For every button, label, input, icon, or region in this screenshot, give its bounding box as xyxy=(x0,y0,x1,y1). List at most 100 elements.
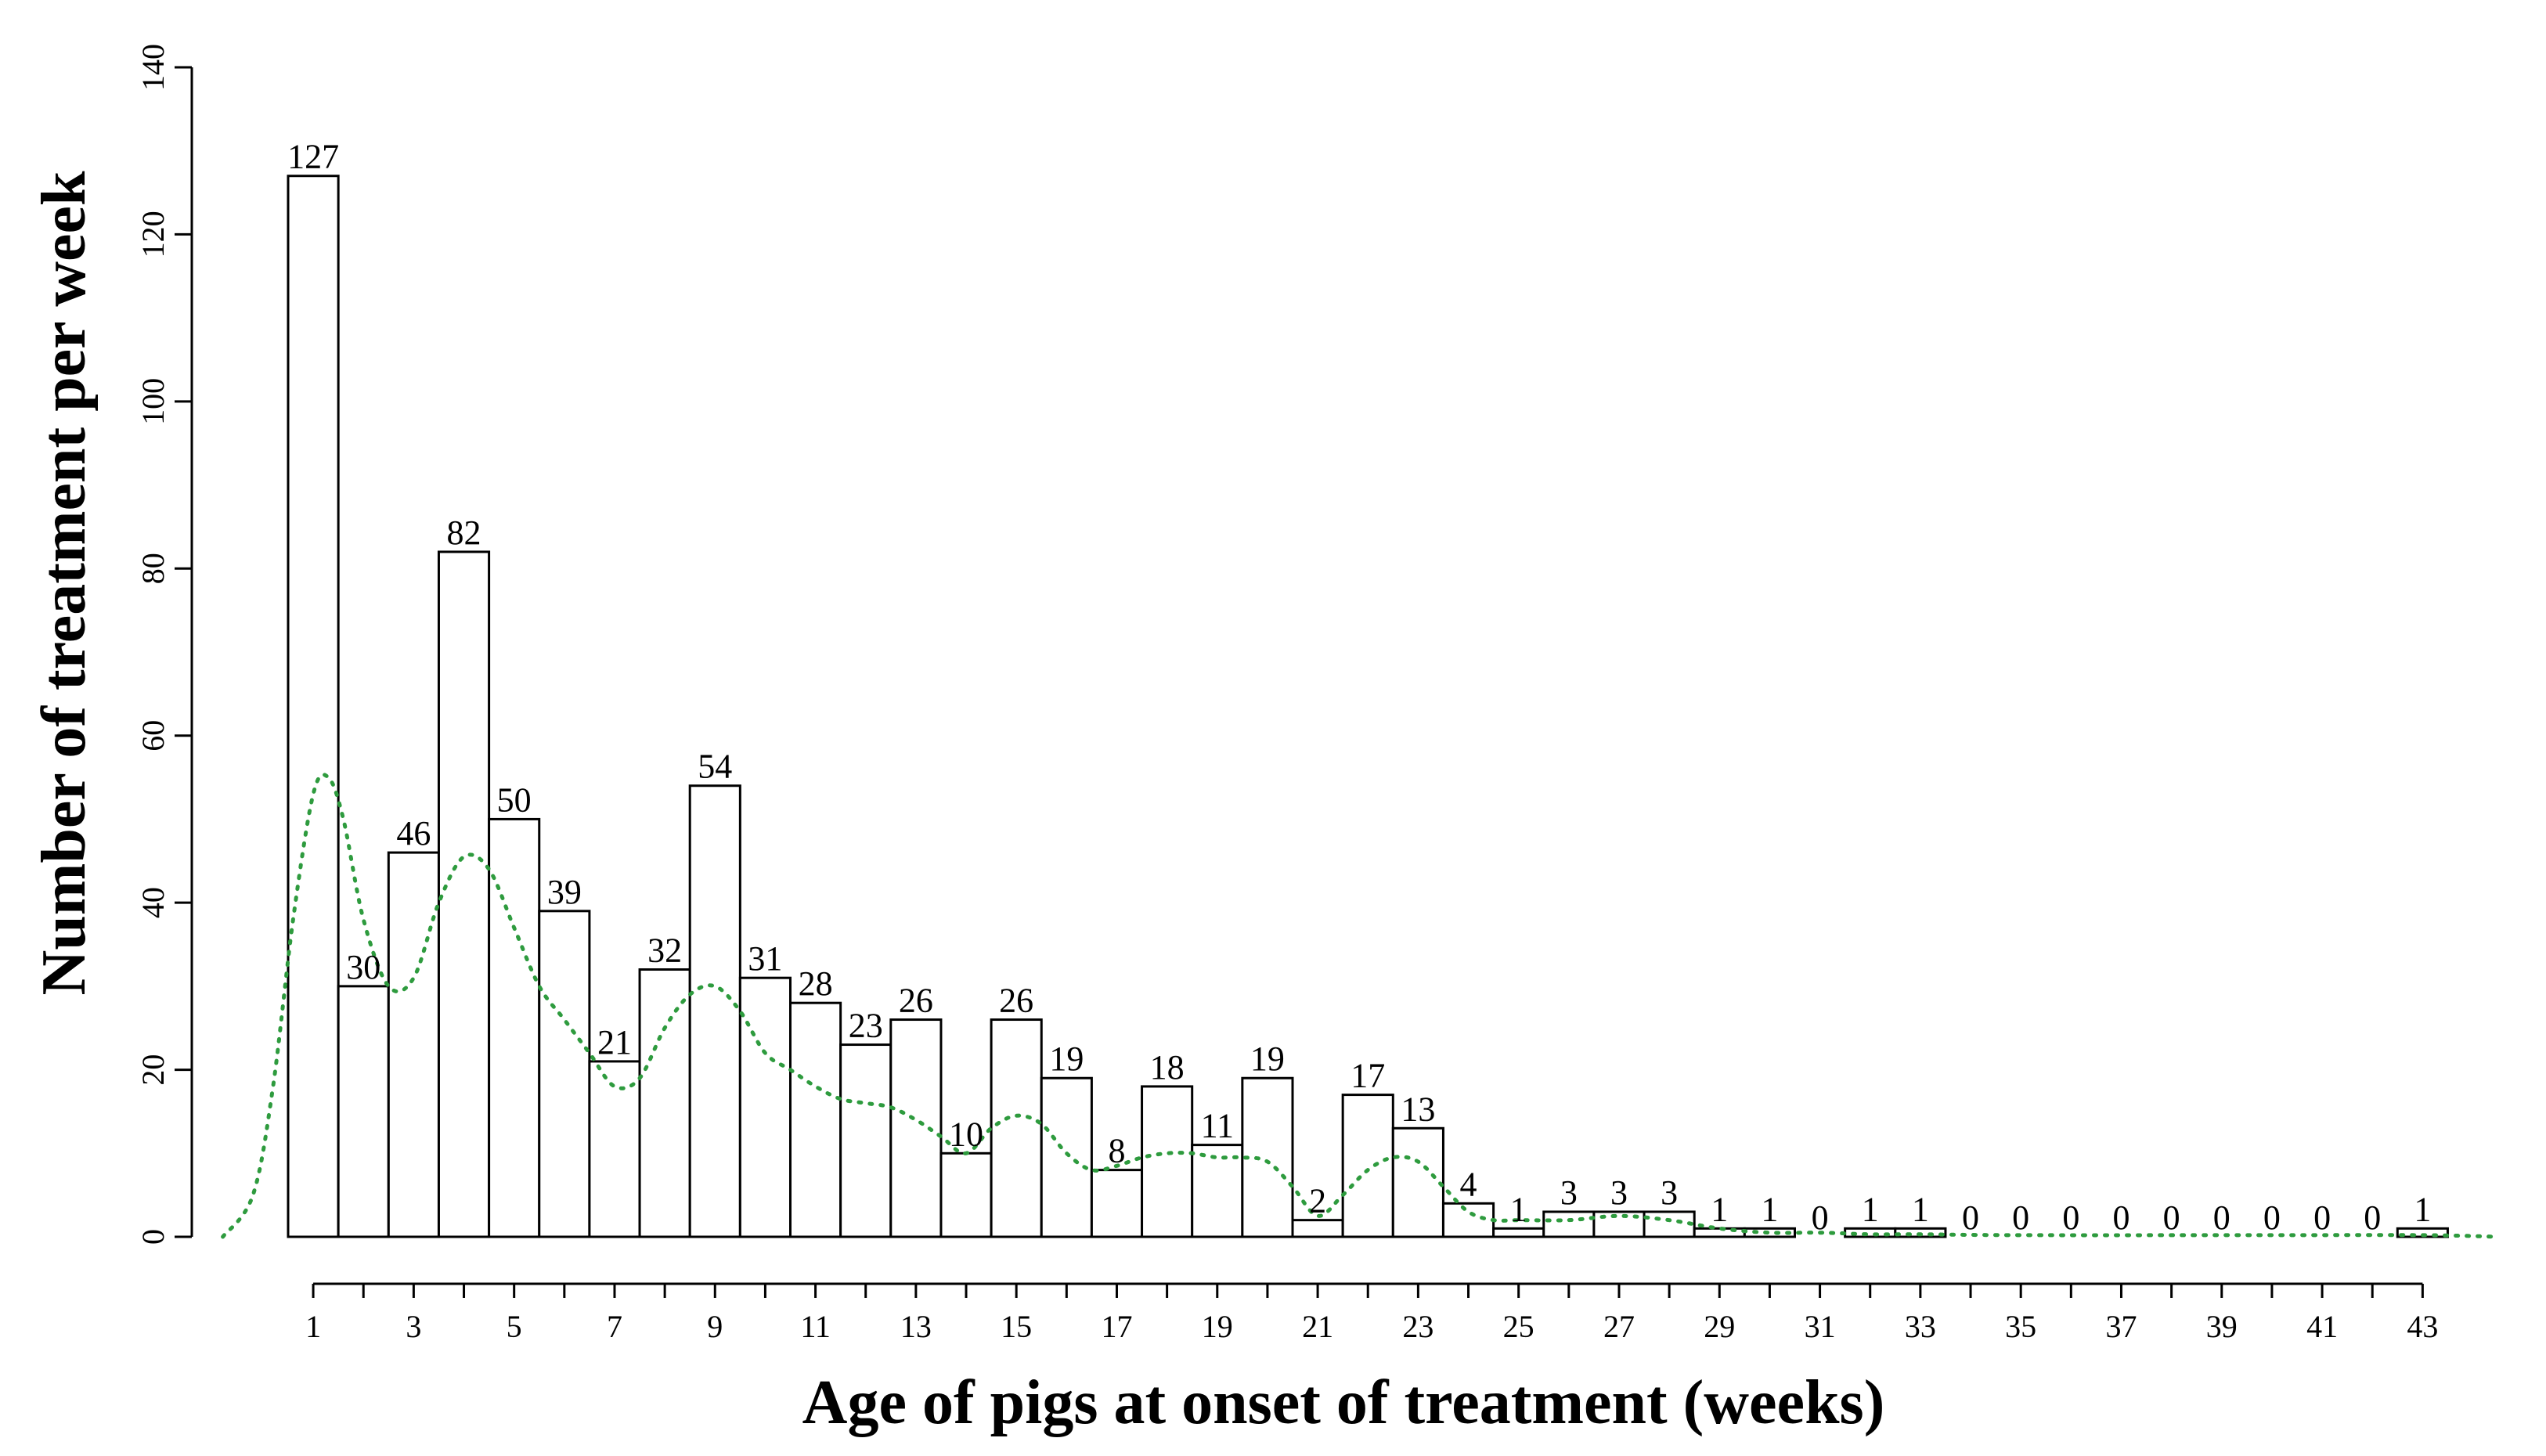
value-label-week-38: 0 xyxy=(2163,1198,2180,1237)
value-label-week-25: 1 xyxy=(1510,1190,1527,1228)
y-tick-label-40: 40 xyxy=(135,887,171,918)
value-label-week-8: 32 xyxy=(647,932,682,970)
x-tick-label-25: 25 xyxy=(1503,1309,1534,1344)
value-label-week-12: 23 xyxy=(849,1007,883,1045)
y-tick-label-20: 20 xyxy=(135,1054,171,1086)
x-tick-label-11: 11 xyxy=(800,1309,831,1344)
bar-week-25 xyxy=(1492,1227,1545,1238)
bar-week-11 xyxy=(789,1001,842,1238)
y-tick-label-0: 0 xyxy=(135,1229,171,1245)
bar-week-1 xyxy=(287,175,340,1238)
value-label-week-20: 19 xyxy=(1250,1040,1285,1078)
x-tick-label-41: 41 xyxy=(2306,1309,2338,1344)
value-label-week-39: 0 xyxy=(2213,1198,2230,1237)
density-trend-line xyxy=(221,773,2501,1239)
value-label-week-33: 1 xyxy=(1912,1190,1929,1228)
bar-week-4 xyxy=(437,550,491,1238)
y-axis-title: Number of treatment per week xyxy=(30,171,99,996)
bar-week-22 xyxy=(1341,1094,1394,1238)
x-tick-label-39: 39 xyxy=(2206,1309,2238,1344)
value-label-week-10: 31 xyxy=(748,939,782,978)
value-label-week-28: 3 xyxy=(1661,1173,1678,1212)
y-tick-label-60: 60 xyxy=(135,720,171,751)
y-axis: 0 20 40 60 80 100 120 140 xyxy=(135,44,193,1245)
x-tick-label-43: 43 xyxy=(2407,1309,2438,1344)
x-tick-label-3: 3 xyxy=(406,1309,421,1344)
x-tick-label-15: 15 xyxy=(1001,1309,1032,1344)
x-tick-label-13: 13 xyxy=(900,1309,932,1344)
y-tick-label-120: 120 xyxy=(135,211,171,258)
x-tick-label-31: 31 xyxy=(1805,1309,1836,1344)
x-axis-title: Age of pigs at onset of treatment (weeks… xyxy=(802,1368,1885,1437)
value-label-week-26: 3 xyxy=(1560,1173,1578,1212)
y-tick-label-80: 80 xyxy=(135,553,171,584)
value-label-week-14: 10 xyxy=(949,1115,983,1153)
x-tick-label-27: 27 xyxy=(1603,1309,1635,1344)
x-tick-label-9: 9 xyxy=(707,1309,723,1344)
bar-week-18 xyxy=(1141,1085,1194,1238)
bar-week-8 xyxy=(638,968,691,1238)
bar-week-10 xyxy=(738,976,792,1238)
bar-week-16 xyxy=(1040,1076,1093,1238)
x-tick-label-23: 23 xyxy=(1402,1309,1433,1344)
value-label-week-35: 0 xyxy=(2012,1198,2029,1237)
value-label-week-1: 127 xyxy=(287,138,339,176)
bar-week-20 xyxy=(1241,1076,1294,1238)
x-tick-label-21: 21 xyxy=(1302,1309,1333,1344)
value-label-week-18: 18 xyxy=(1150,1048,1185,1087)
x-tick-label-17: 17 xyxy=(1101,1309,1132,1344)
value-label-week-36: 0 xyxy=(2062,1198,2079,1237)
value-label-week-23: 13 xyxy=(1401,1090,1435,1128)
value-label-week-37: 0 xyxy=(2112,1198,2129,1237)
bar-week-14 xyxy=(939,1151,993,1238)
value-labels-group: 1273046825039213254312823261026198181119… xyxy=(287,138,2431,1237)
value-label-week-40: 0 xyxy=(2263,1198,2281,1237)
bar-week-7 xyxy=(588,1060,641,1238)
value-label-week-6: 39 xyxy=(547,873,582,911)
value-label-week-22: 17 xyxy=(1351,1057,1385,1095)
value-label-week-13: 26 xyxy=(899,982,933,1020)
value-label-week-32: 1 xyxy=(1862,1190,1879,1228)
value-label-week-21: 2 xyxy=(1309,1182,1326,1220)
bar-week-15 xyxy=(990,1018,1043,1238)
bar-week-12 xyxy=(839,1043,893,1238)
trend-group xyxy=(221,773,2501,1239)
x-tick-label-33: 33 xyxy=(1905,1309,1936,1344)
x-tick-label-37: 37 xyxy=(2105,1309,2137,1344)
value-label-week-11: 28 xyxy=(799,964,833,1003)
bar-week-17 xyxy=(1090,1169,1144,1238)
bar-week-9 xyxy=(688,784,741,1238)
bar-week-2 xyxy=(337,985,390,1238)
value-label-week-16: 19 xyxy=(1049,1040,1084,1078)
value-label-week-5: 50 xyxy=(497,780,532,819)
x-tick-label-29: 29 xyxy=(1704,1309,1735,1344)
x-tick-label-35: 35 xyxy=(2005,1309,2036,1344)
value-label-week-24: 4 xyxy=(1460,1165,1477,1203)
value-label-week-9: 54 xyxy=(698,748,732,786)
x-tick-label-1: 1 xyxy=(305,1309,321,1344)
value-label-week-15: 26 xyxy=(999,982,1033,1020)
bar-week-28 xyxy=(1643,1210,1696,1238)
value-label-week-27: 3 xyxy=(1610,1173,1628,1212)
value-label-week-19: 11 xyxy=(1201,1107,1234,1145)
x-axis: 1 3 5 7 9 11 13 15 17 19 21 23 25 27 29 31 33 35 37 39 41 43 xyxy=(305,1282,2438,1344)
y-tick-label-100: 100 xyxy=(135,378,171,425)
value-label-week-2: 30 xyxy=(346,948,380,986)
value-label-week-42: 0 xyxy=(2364,1198,2381,1237)
value-label-week-34: 0 xyxy=(1962,1198,1979,1237)
x-tick-label-5: 5 xyxy=(507,1309,522,1344)
value-label-week-29: 1 xyxy=(1711,1190,1728,1228)
bar-week-19 xyxy=(1191,1144,1244,1238)
bar-week-24 xyxy=(1441,1202,1495,1238)
value-label-week-4: 82 xyxy=(447,514,481,552)
value-label-week-17: 8 xyxy=(1108,1132,1125,1170)
x-tick-label-7: 7 xyxy=(607,1309,622,1344)
value-label-week-7: 21 xyxy=(597,1023,632,1061)
bar-week-21 xyxy=(1291,1219,1344,1238)
bar-week-6 xyxy=(538,910,591,1238)
y-tick-label-140: 140 xyxy=(135,44,171,91)
value-label-week-3: 46 xyxy=(396,814,431,852)
bar-week-5 xyxy=(488,817,541,1238)
